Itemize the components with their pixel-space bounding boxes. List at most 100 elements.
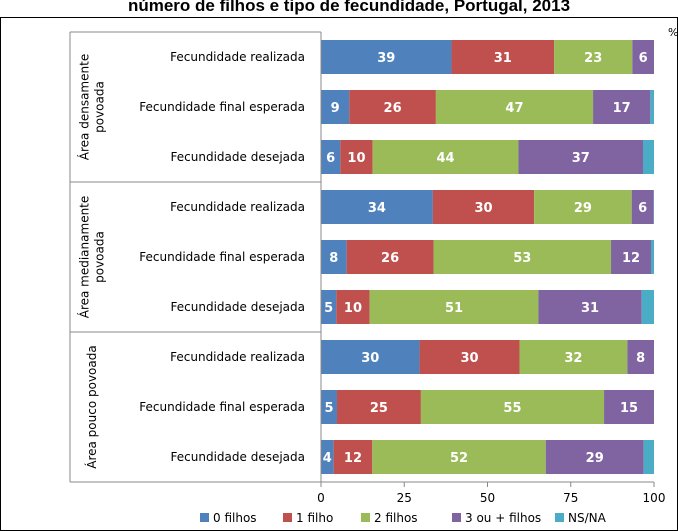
bars-layer — [321, 40, 654, 474]
bar-value-label: 10 — [344, 301, 362, 316]
bar-segment — [346, 240, 434, 274]
bar-segment — [321, 240, 347, 274]
bar-value-label: 6 — [638, 201, 647, 216]
bar-value-label: 30 — [460, 351, 478, 366]
bar-segment — [632, 40, 654, 74]
legend-item: 0 filhos — [200, 511, 257, 525]
bar-segment — [651, 240, 654, 274]
bar-segment — [631, 190, 654, 224]
bar-value-label: 47 — [505, 101, 523, 116]
bar-value-label: 9 — [331, 101, 340, 116]
bar-value-label: 31 — [494, 51, 512, 66]
bar-segment — [627, 340, 654, 374]
bar-segment — [321, 390, 337, 424]
bar-segment — [545, 440, 644, 474]
bar-value-label: 30 — [474, 201, 492, 216]
bar-value-label: 53 — [513, 251, 531, 266]
legend-item: 1 filho — [283, 511, 333, 525]
legend-item: NS/NA — [555, 511, 607, 525]
bar-segment — [333, 440, 373, 474]
bar-value-label: 37 — [572, 151, 590, 166]
legend-item: 3 ou + filhos — [452, 511, 541, 525]
bar-segment — [643, 440, 654, 474]
category-label: Fecundidade final esperada — [139, 400, 305, 414]
bar-segment — [451, 40, 555, 74]
bar-segment — [321, 290, 337, 324]
bar-value-label: 26 — [384, 101, 402, 116]
bar-segment — [641, 290, 654, 324]
bar-value-label: 52 — [450, 451, 468, 466]
category-label: Fecundidade realizada — [170, 200, 305, 214]
bar-segment — [372, 140, 519, 174]
bar-value-label: 15 — [620, 401, 638, 416]
bar-value-label: 32 — [564, 351, 582, 366]
legend-swatch — [200, 513, 209, 522]
group-label: povoada — [93, 231, 107, 283]
bar-segment — [336, 390, 421, 424]
bar-value-label: 29 — [586, 451, 604, 466]
bar-value-label: 10 — [347, 151, 365, 166]
bar-segment — [534, 190, 632, 224]
bar-segment — [643, 140, 654, 174]
bar-value-label: 8 — [329, 251, 338, 266]
legend-item: 2 filhos — [361, 511, 418, 525]
legend-label: 3 ou + filhos — [465, 511, 541, 525]
bar-segment — [321, 90, 350, 124]
chart-title: número de filhos e tipo de fecundidade, … — [128, 0, 570, 15]
bar-value-label: 12 — [622, 251, 640, 266]
bar-segment — [433, 240, 612, 274]
unit-label: % — [668, 26, 678, 39]
bar-value-label: 31 — [581, 301, 599, 316]
axis-layer: Fecundidade realizada Fecundidade final e… — [69, 31, 665, 505]
legend: 0 filhos 1 filho 2 filhos 3 ou + filhos NS/N… — [200, 511, 607, 525]
bar-value-label: 12 — [344, 451, 362, 466]
bar-value-label: 51 — [445, 301, 463, 316]
group-label: Área medianamente — [77, 196, 92, 319]
bar-value-label: 34 — [368, 201, 386, 216]
bar-segment — [349, 90, 436, 124]
legend-swatch — [361, 513, 370, 522]
bar-segment — [611, 240, 651, 274]
legend-swatch — [283, 513, 292, 522]
bar-segment — [321, 440, 334, 474]
bar-value-label: 6 — [326, 151, 335, 166]
legend-label: 2 filhos — [374, 511, 418, 525]
bar-segment — [554, 40, 633, 74]
bar-segment — [321, 140, 341, 174]
bar-segment — [372, 440, 546, 474]
bar-value-label: 6 — [639, 51, 648, 66]
bar-segment — [321, 190, 433, 224]
category-label: Fecundidade final esperada — [139, 250, 305, 264]
bar-segment — [538, 290, 642, 324]
bar-value-label: 26 — [381, 251, 399, 266]
legend-swatch — [555, 513, 564, 522]
bar-segment — [432, 190, 535, 224]
bar-segment — [518, 140, 644, 174]
bar-value-label: 23 — [584, 51, 602, 66]
bar-value-label: 25 — [370, 401, 388, 416]
bar-value-label: 39 — [377, 51, 395, 66]
group-label: Área pouco povoada — [84, 345, 99, 468]
bar-value-label: 5 — [324, 301, 333, 316]
x-tick-label: 50 — [480, 491, 495, 505]
legend-label: 0 filhos — [213, 511, 257, 525]
category-label: Fecundidade realizada — [170, 350, 305, 364]
bar-segment — [336, 290, 370, 324]
x-tick-label: 0 — [317, 491, 325, 505]
category-label: Fecundidade desejada — [171, 450, 305, 464]
bar-segment — [321, 40, 452, 74]
category-label: Fecundidade realizada — [170, 50, 305, 64]
bar-value-label: 5 — [324, 401, 333, 416]
bar-value-label: 30 — [361, 351, 379, 366]
legend-swatch — [452, 513, 461, 522]
group-label: Área densamente — [77, 54, 92, 160]
bar-segment — [604, 390, 654, 424]
bar-value-label: 8 — [636, 351, 645, 366]
bar-value-label: 55 — [503, 401, 521, 416]
bar-segment — [340, 140, 373, 174]
bar-segment — [369, 290, 539, 324]
x-tick-label: 25 — [397, 491, 412, 505]
bar-segment — [321, 340, 420, 374]
